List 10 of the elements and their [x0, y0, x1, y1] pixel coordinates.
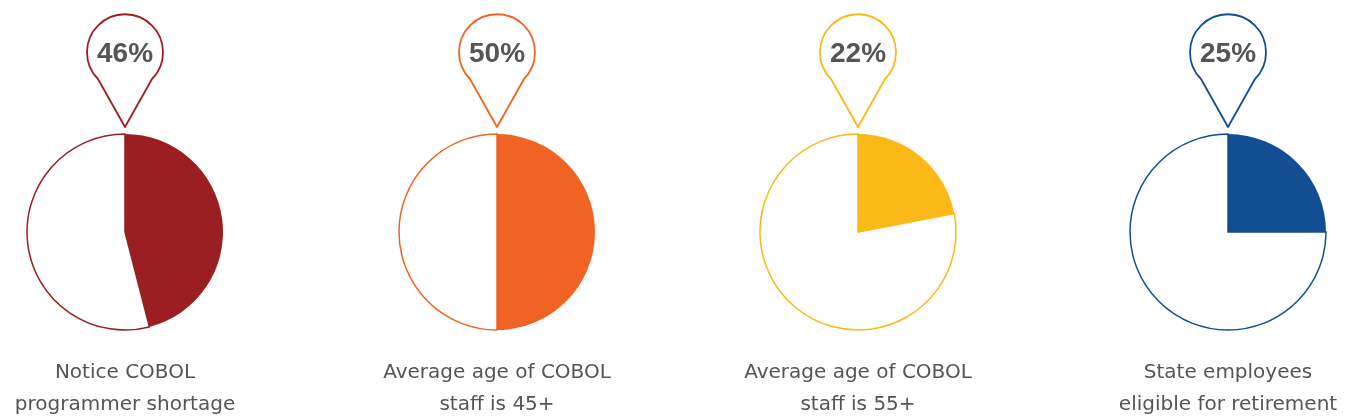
- data-label: 46%: [96, 37, 154, 68]
- text: Notice COBOL programmer shortage: [14, 359, 236, 415]
- text: State employees eligible for retirement: [1118, 359, 1338, 415]
- text: Average age of COBOL staff is 45+: [383, 359, 612, 415]
- pie-slice: [1129, 133, 1327, 331]
- text: Average age of COBOL staff is 55+: [744, 359, 973, 415]
- data-label: 25%: [1199, 37, 1257, 68]
- data-label: 50%: [468, 37, 526, 68]
- data-label: 22%: [829, 37, 887, 68]
- pie-slice: [759, 133, 957, 331]
